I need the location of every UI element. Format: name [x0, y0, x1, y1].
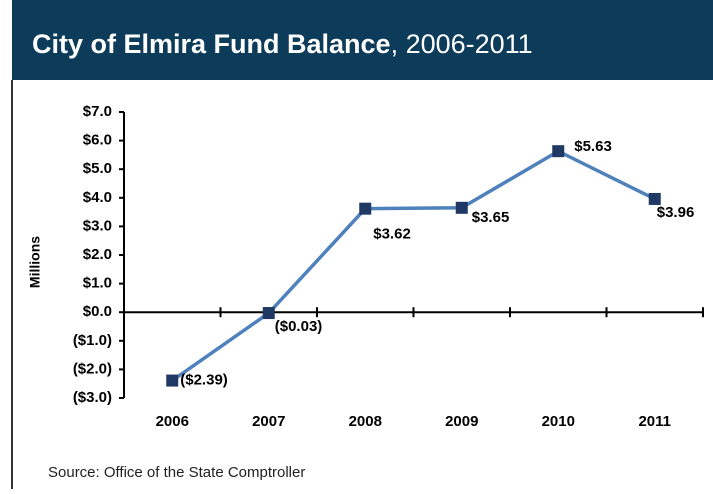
data-label: ($0.03): [275, 318, 323, 335]
y-tick-label: ($3.0): [73, 389, 112, 406]
x-tick-label: 2007: [252, 413, 285, 430]
y-tick-label: $0.0: [83, 303, 112, 320]
y-tick-label: $5.0: [83, 160, 112, 177]
marker: [262, 307, 275, 320]
data-label: ($2.39): [180, 372, 228, 389]
x-tick-label: 2010: [542, 413, 575, 430]
chart-title: City of Elmira Fund Balance, 2006-2011: [32, 29, 533, 59]
series-line: [171, 149, 656, 382]
marker: [166, 374, 179, 387]
x-tick-label: 2008: [349, 413, 382, 430]
y-tick-label: $2.0: [83, 246, 112, 263]
y-tick-label: $6.0: [83, 132, 112, 149]
header-band: [12, 0, 713, 80]
source-note: Source: Office of the State Comptroller: [48, 464, 305, 481]
data-label: $5.63: [574, 138, 612, 155]
marker: [359, 202, 372, 215]
data-label: $3.65: [472, 209, 510, 226]
marker: [648, 192, 661, 205]
data-label: $3.62: [373, 226, 411, 243]
y-tick-label: $3.0: [83, 217, 112, 234]
y-axis-label: Millions: [27, 236, 43, 288]
title-main: City of Elmira Fund Balance: [32, 29, 391, 59]
marker: [455, 201, 468, 214]
x-tick-label: 2011: [638, 413, 671, 430]
y-tick-label: $7.0: [83, 103, 112, 120]
x-tick-label: 2009: [445, 413, 478, 430]
y-tick-label: ($2.0): [73, 360, 112, 377]
title-years: , 2006-2011: [391, 29, 533, 59]
y-tick-label: ($1.0): [73, 332, 112, 349]
x-tick-label: 2006: [156, 413, 189, 430]
marker: [552, 145, 565, 158]
y-tick-label: $4.0: [83, 189, 112, 206]
y-tick-label: $1.0: [83, 275, 112, 292]
data-label: $3.96: [657, 204, 695, 221]
